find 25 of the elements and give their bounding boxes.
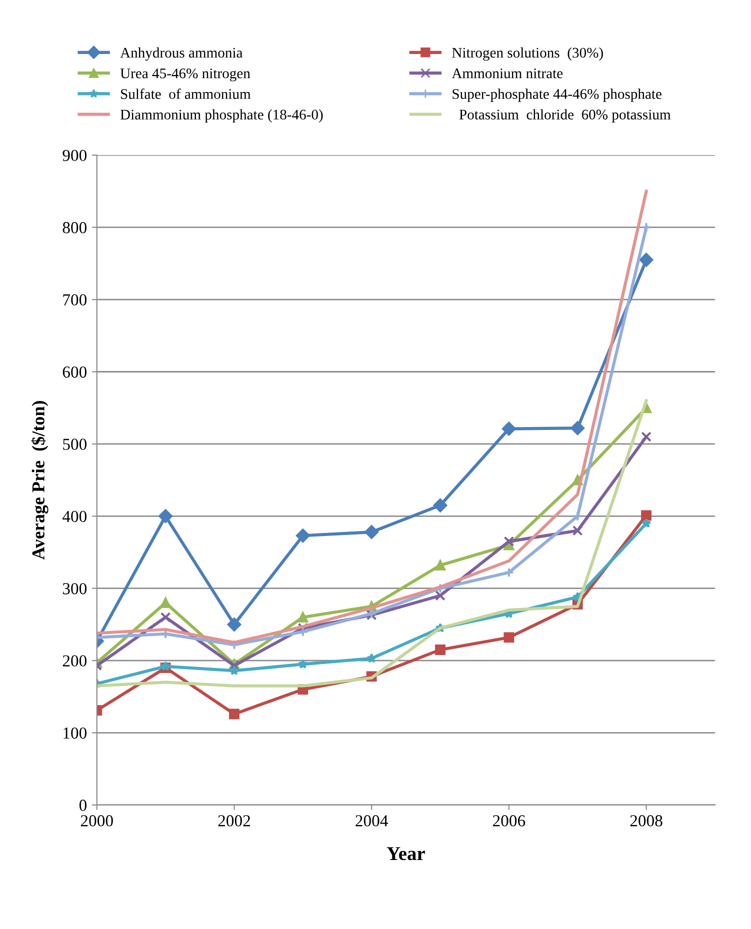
y-tick-label: 700 <box>63 294 87 306</box>
legend-label: Anhydrous ammonia <box>120 47 243 61</box>
x-tick-label: 2004 <box>356 815 388 826</box>
legend-label: Urea 45-46% nitrogen <box>120 68 250 82</box>
x-tick-label: 2002 <box>218 815 250 826</box>
legend-label: Diammonium phosphate (18-46-0) <box>120 109 323 123</box>
x-tick-label: 2006 <box>492 815 526 826</box>
legend-label: Nitrogen solutions (30%) <box>452 47 603 61</box>
x-tick-label: 2008 <box>630 815 662 826</box>
y-axis-title: Average Prie ($/ton) <box>31 401 48 560</box>
legend-label: Ammonium nitrate <box>452 68 563 78</box>
y-tick-label: 400 <box>62 510 87 522</box>
x-axis-title: Year <box>386 847 425 860</box>
y-tick-label: 900 <box>62 150 87 162</box>
y-tick-label: 300 <box>62 583 87 594</box>
y-tick-label: 600 <box>62 366 87 378</box>
x-tick-label: 2000 <box>80 815 113 826</box>
y-tick-label: 200 <box>62 655 87 667</box>
legend-label: Super-phosphate 44-46% phosphate <box>452 88 662 102</box>
y-tick-label: 100 <box>64 727 87 739</box>
y-tick-label: 500 <box>63 438 87 450</box>
legend-label: Potassium chloride 60% potassium <box>459 109 671 122</box>
y-tick-label: 800 <box>62 222 87 234</box>
y-tick-label: 0 <box>79 800 87 811</box>
legend-label: Sulfate of ammonium <box>121 88 251 99</box>
